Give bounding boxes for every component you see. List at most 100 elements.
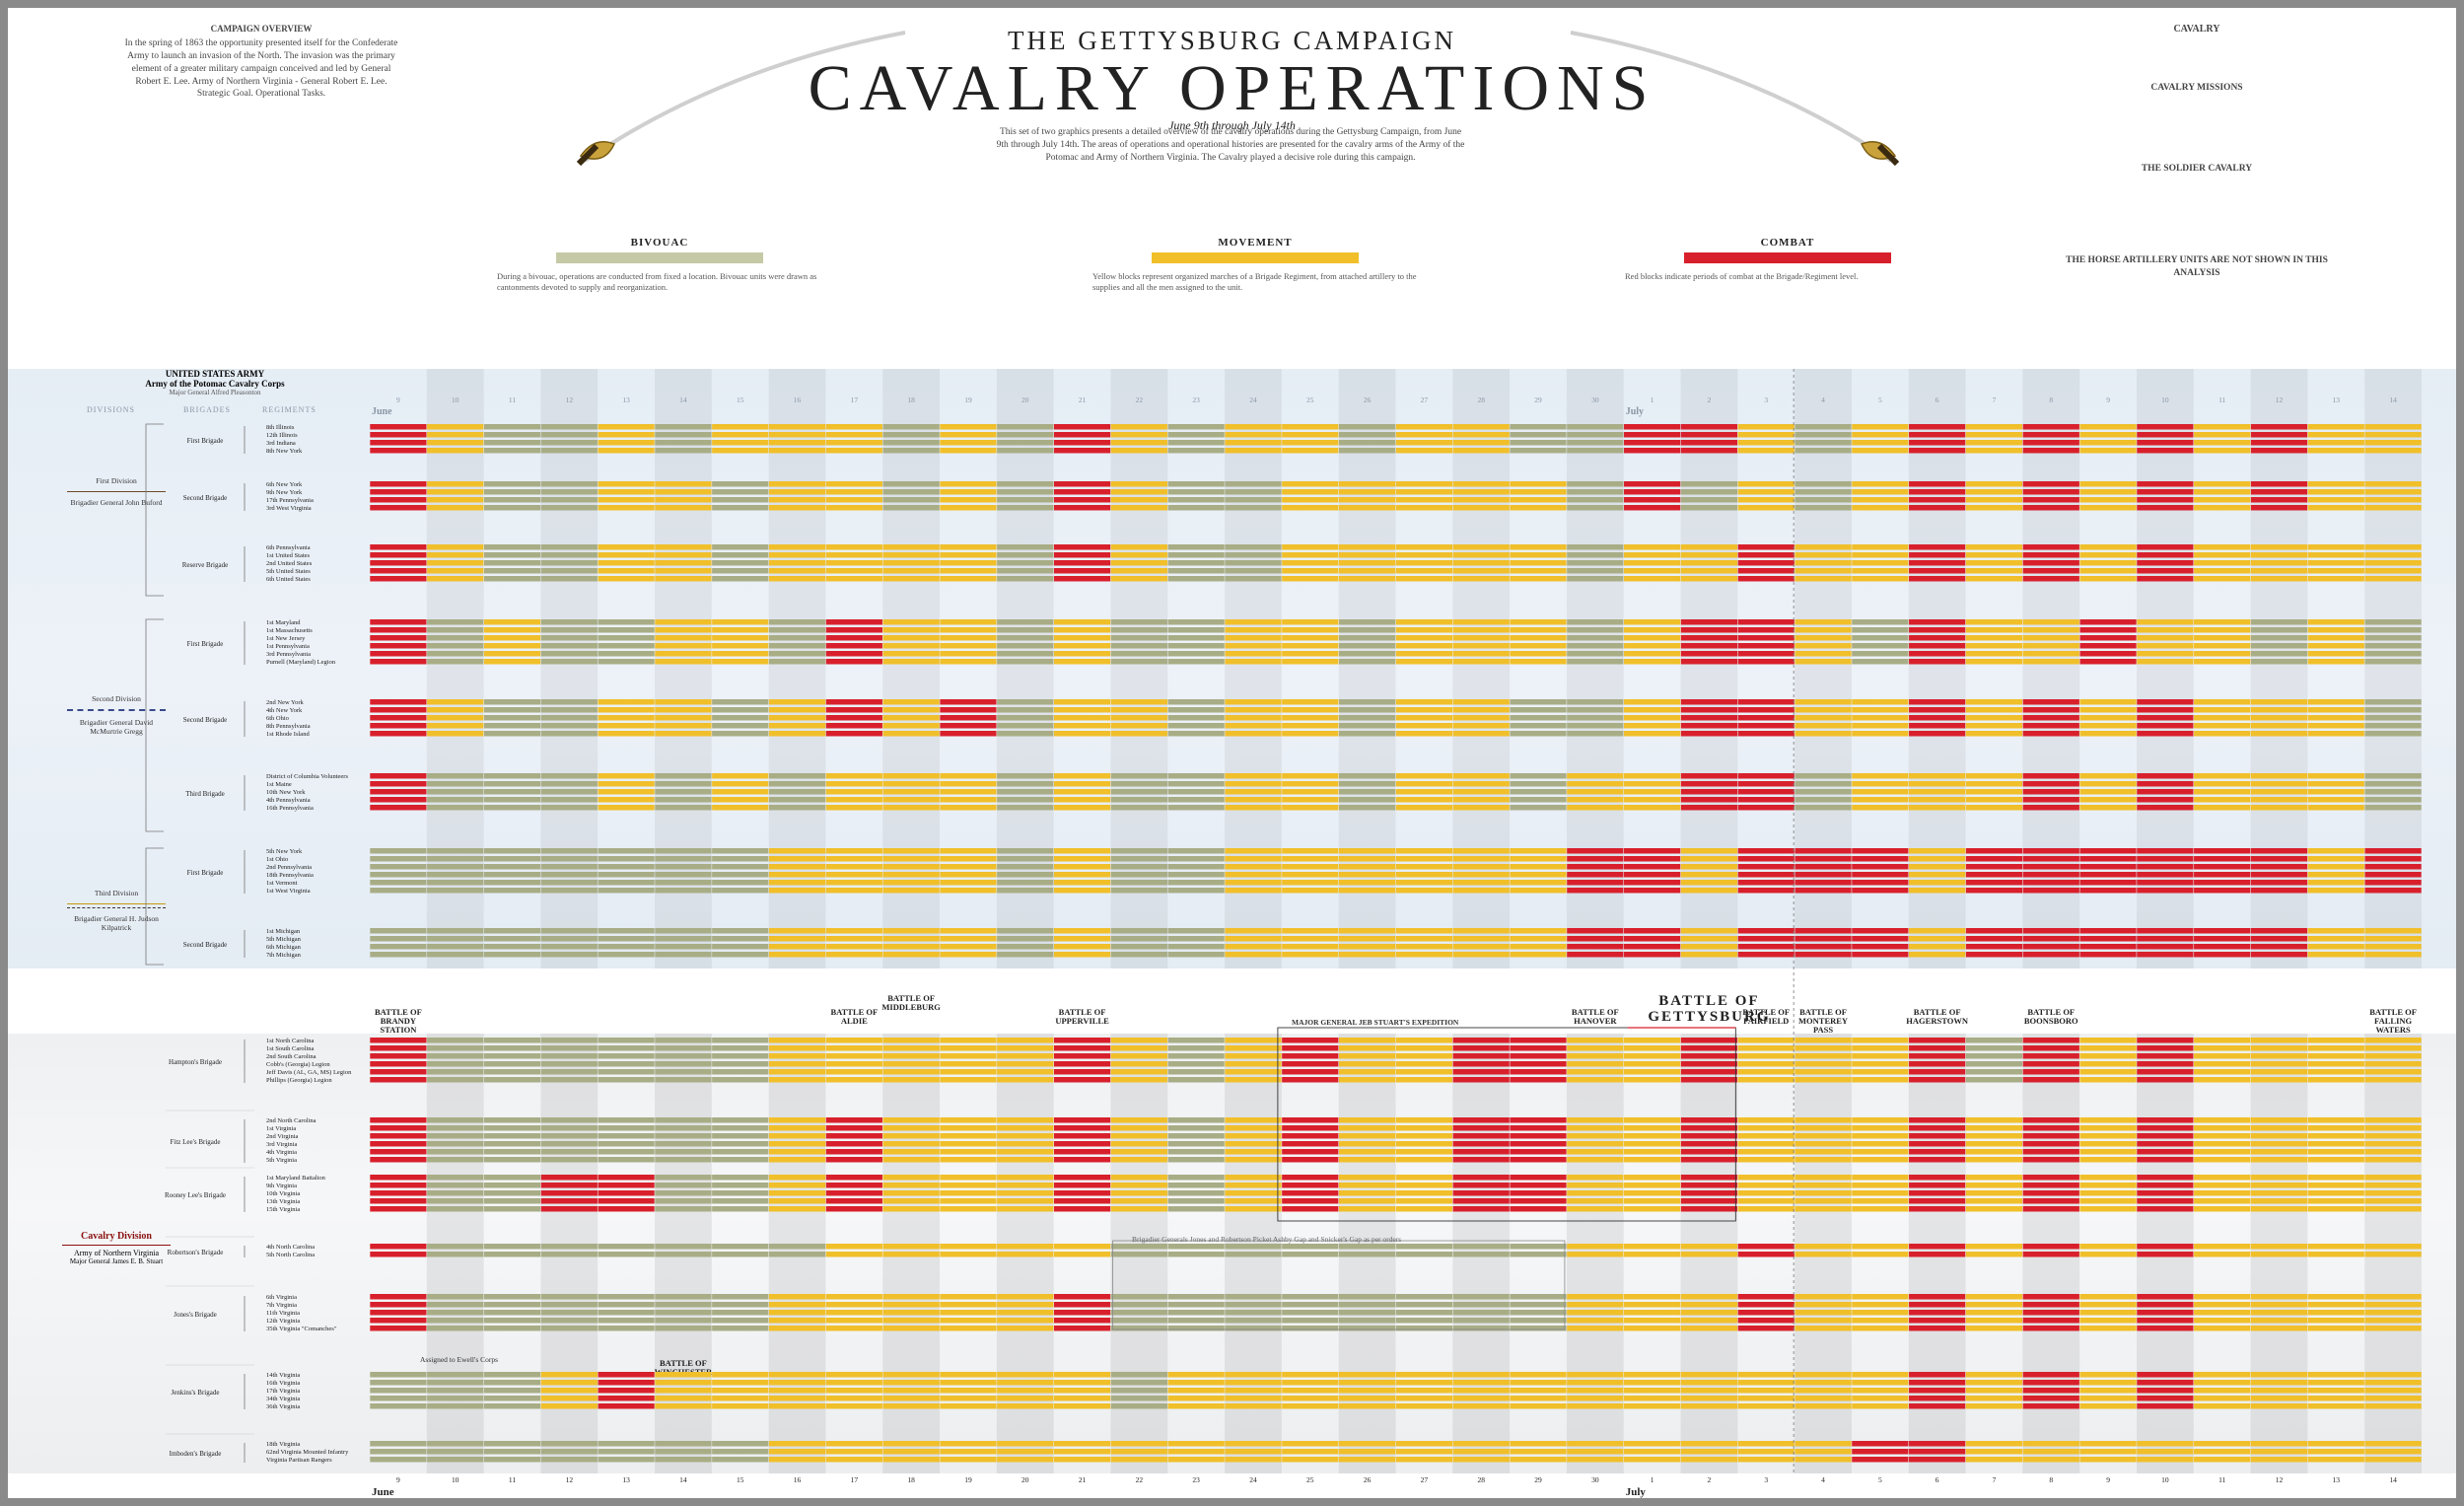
activity-cell	[483, 797, 541, 803]
activity-cell	[1053, 1175, 1111, 1181]
activity-cell	[825, 707, 882, 713]
activity-cell	[1795, 1141, 1852, 1147]
activity-cell	[940, 659, 997, 665]
activity-cell	[1909, 1396, 1966, 1401]
activity-cell	[2364, 489, 2422, 495]
activity-cell	[940, 424, 997, 430]
activity-cell	[540, 789, 598, 795]
activity-cell	[1110, 560, 1167, 566]
activity-cell	[1737, 1449, 1795, 1455]
activity-cell	[1795, 1038, 1852, 1043]
activity-cell	[1909, 1157, 1966, 1163]
activity-cell	[940, 699, 997, 705]
activity-cell	[483, 1141, 541, 1147]
activity-cell	[2079, 715, 2137, 721]
activity-cell	[2022, 1244, 2079, 1250]
activity-cell	[1053, 440, 1111, 446]
regiment-label: 2nd Pennsylvania	[266, 864, 312, 871]
activity-cell	[370, 576, 427, 582]
activity-cell	[882, 936, 940, 942]
activity-cell	[1965, 635, 2023, 641]
activity-cell	[2364, 1175, 2422, 1181]
activity-cell	[882, 1117, 940, 1123]
activity-cell	[540, 1061, 598, 1067]
activity-cell	[1053, 1117, 1111, 1123]
activity-cell	[655, 1045, 712, 1051]
activity-cell	[1338, 424, 1396, 430]
activity-cell	[825, 489, 882, 495]
activity-cell	[2137, 1117, 2194, 1123]
activity-cell	[1795, 805, 1852, 811]
activity-cell	[1737, 424, 1795, 430]
activity-cell	[1452, 781, 1510, 787]
activity-cell	[1167, 928, 1225, 934]
activity-cell	[1965, 1252, 2023, 1257]
regiment-label: 17th Virginia	[266, 1388, 300, 1395]
activity-cell	[1225, 635, 1282, 641]
activity-cell	[598, 627, 655, 633]
activity-cell	[1053, 627, 1111, 633]
activity-cell	[427, 1183, 484, 1188]
activity-cell	[1338, 544, 1396, 550]
activity-cell	[1225, 1403, 1282, 1409]
activity-cell	[1338, 1133, 1396, 1139]
regiment-label: 35th Virginia "Comanches"	[266, 1326, 337, 1332]
activity-cell	[712, 1045, 769, 1051]
activity-cell	[712, 1244, 769, 1250]
activity-cell	[598, 448, 655, 454]
activity-cell	[825, 1149, 882, 1155]
activity-cell	[1395, 1326, 1453, 1331]
activity-cell	[712, 1326, 769, 1331]
activity-cell	[1852, 1388, 1909, 1394]
activity-cell	[1965, 576, 2023, 582]
activity-cell	[997, 731, 1054, 737]
activity-cell	[540, 1175, 598, 1181]
activity-cell	[1680, 789, 1738, 795]
activity-cell	[1567, 1252, 1624, 1257]
activity-cell	[997, 789, 1054, 795]
left-saber-icon	[576, 31, 906, 167]
activity-cell	[1510, 880, 1567, 886]
activity-cell	[1395, 544, 1453, 550]
activity-cell	[768, 707, 826, 713]
activity-cell	[2137, 1318, 2194, 1324]
activity-cell	[1110, 1206, 1167, 1212]
activity-cell	[655, 856, 712, 862]
activity-cell	[370, 568, 427, 574]
activity-cell	[1167, 773, 1225, 779]
activity-cell	[1110, 1449, 1167, 1455]
activity-cell	[825, 1294, 882, 1300]
activity-cell	[1852, 1252, 1909, 1257]
activity-cell	[2250, 576, 2308, 582]
regiment-label: 18th Virginia	[266, 1441, 300, 1448]
activity-cell	[2307, 699, 2364, 705]
activity-cell	[370, 952, 427, 958]
activity-cell	[1737, 1380, 1795, 1386]
activity-cell	[1909, 1310, 1966, 1316]
activity-cell	[655, 489, 712, 495]
regiment-label: 5th Virginia	[266, 1157, 297, 1164]
activity-cell	[1053, 789, 1111, 795]
activity-cell	[1510, 1053, 1567, 1059]
month-label: July	[1626, 1486, 1647, 1498]
activity-cell	[483, 848, 541, 854]
activity-cell	[997, 707, 1054, 713]
activity-cell	[1567, 797, 1624, 803]
activity-cell	[2250, 1302, 2308, 1308]
activity-cell	[1282, 1149, 1339, 1155]
activity-cell	[427, 424, 484, 430]
activity-cell	[1680, 1252, 1738, 1257]
activity-cell	[1167, 888, 1225, 894]
activity-cell	[1795, 1403, 1852, 1409]
activity-cell	[1624, 1388, 1681, 1394]
activity-cell	[712, 773, 769, 779]
activity-cell	[2079, 651, 2137, 657]
activity-cell	[825, 952, 882, 958]
activity-cell	[1338, 1117, 1396, 1123]
activity-cell	[1567, 1053, 1624, 1059]
activity-cell	[1737, 944, 1795, 950]
activity-cell	[1053, 699, 1111, 705]
activity-cell	[2022, 1198, 2079, 1204]
activity-cell	[882, 619, 940, 625]
activity-cell	[1965, 928, 2023, 934]
